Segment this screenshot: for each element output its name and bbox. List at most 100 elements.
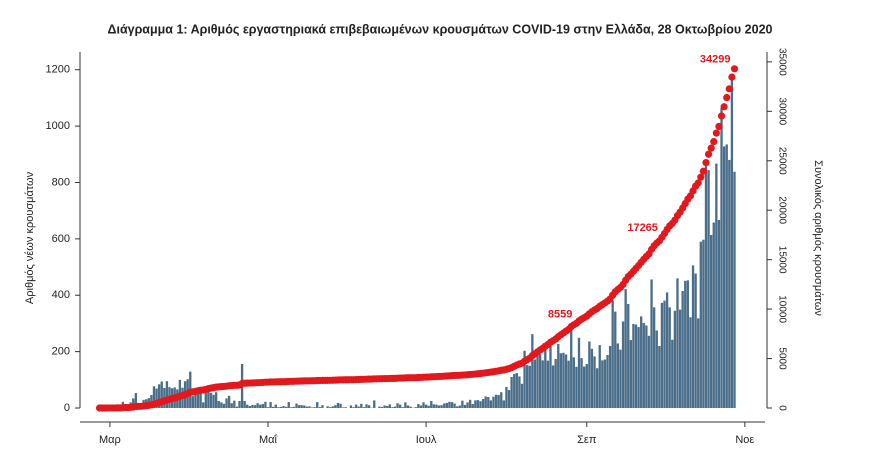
bar — [481, 398, 485, 408]
annotation: 8559 — [548, 308, 572, 320]
bar — [634, 324, 638, 408]
bar — [463, 404, 467, 408]
bar — [536, 350, 539, 408]
bar — [725, 144, 728, 408]
bar — [341, 407, 345, 408]
bar — [575, 366, 578, 408]
bar — [694, 273, 697, 408]
bar — [518, 376, 521, 408]
cumulative-point — [707, 144, 715, 152]
bar — [684, 280, 687, 408]
bar — [557, 344, 560, 408]
bar — [730, 73, 734, 408]
bar — [227, 395, 231, 408]
bar — [660, 302, 664, 408]
bar — [246, 404, 249, 408]
y-tick-label: 600 — [52, 233, 70, 245]
bar — [253, 405, 257, 408]
bar — [570, 327, 573, 408]
bar — [290, 407, 293, 408]
bar — [595, 368, 599, 408]
bar — [344, 407, 347, 408]
bar — [272, 406, 275, 408]
bar — [554, 358, 557, 408]
bar — [445, 402, 448, 408]
bar — [233, 400, 236, 408]
bar — [538, 354, 542, 408]
bar — [673, 310, 677, 408]
bar — [132, 398, 135, 408]
bar — [585, 364, 588, 408]
bar — [417, 404, 420, 408]
bar — [520, 383, 524, 408]
bar — [629, 340, 632, 408]
bar — [603, 359, 607, 408]
bar — [564, 354, 568, 408]
bar — [676, 278, 679, 408]
bar — [399, 404, 402, 408]
bar — [155, 388, 158, 408]
bar — [303, 405, 306, 408]
bar — [316, 402, 319, 408]
cumulative-point — [710, 138, 718, 146]
bar — [722, 146, 726, 408]
bar — [269, 402, 272, 408]
cumulative-point — [697, 173, 705, 181]
bar — [484, 396, 487, 408]
x-tick-label: Σεπ — [577, 434, 597, 446]
bar — [458, 405, 461, 408]
y2-tick-label: 20000 — [776, 196, 787, 224]
bar — [583, 366, 586, 408]
y-tick-label: 0 — [64, 402, 70, 414]
bar — [321, 405, 324, 408]
x-tick-label: Νοε — [735, 434, 754, 446]
bar — [621, 321, 625, 408]
bar — [165, 381, 169, 408]
bar — [318, 407, 322, 408]
bar — [717, 219, 721, 408]
y2-tick-label: 25000 — [776, 147, 787, 175]
cumulative-point — [702, 158, 710, 167]
bar — [279, 406, 283, 408]
bar — [266, 407, 270, 408]
bar — [373, 400, 376, 408]
bar — [354, 404, 358, 408]
bar — [204, 392, 207, 408]
cumulative-point — [730, 65, 739, 73]
chart-title: Διάγραμμα 1: Αριθμός εργαστηριακά επιβεβ… — [107, 22, 772, 36]
bar — [606, 355, 609, 408]
bar — [196, 392, 200, 408]
bar — [559, 353, 563, 408]
y-tick-label: 1200 — [46, 64, 70, 76]
bar — [448, 401, 451, 408]
bar — [388, 404, 391, 408]
bar — [611, 300, 614, 408]
bar — [191, 396, 195, 408]
bar — [658, 345, 661, 408]
bar — [160, 381, 163, 408]
bar — [510, 376, 513, 408]
bar — [668, 307, 671, 408]
cumulative-point — [694, 179, 702, 187]
y-tick-label: 800 — [52, 176, 70, 188]
bar — [297, 405, 301, 408]
bar — [419, 405, 423, 408]
bar — [230, 403, 233, 408]
bar — [220, 402, 223, 408]
bar — [507, 389, 511, 408]
bar — [476, 400, 480, 408]
bar — [430, 400, 433, 408]
bar — [437, 405, 441, 408]
bar — [616, 343, 620, 408]
y-tick-label: 1000 — [46, 120, 70, 132]
bar — [292, 406, 296, 408]
bar — [277, 407, 280, 408]
bar — [502, 400, 506, 408]
bar — [308, 406, 311, 408]
bar — [427, 405, 430, 408]
bar — [202, 402, 205, 408]
annotation: 34299 — [700, 54, 731, 66]
bar — [378, 406, 381, 408]
bar — [551, 365, 555, 408]
